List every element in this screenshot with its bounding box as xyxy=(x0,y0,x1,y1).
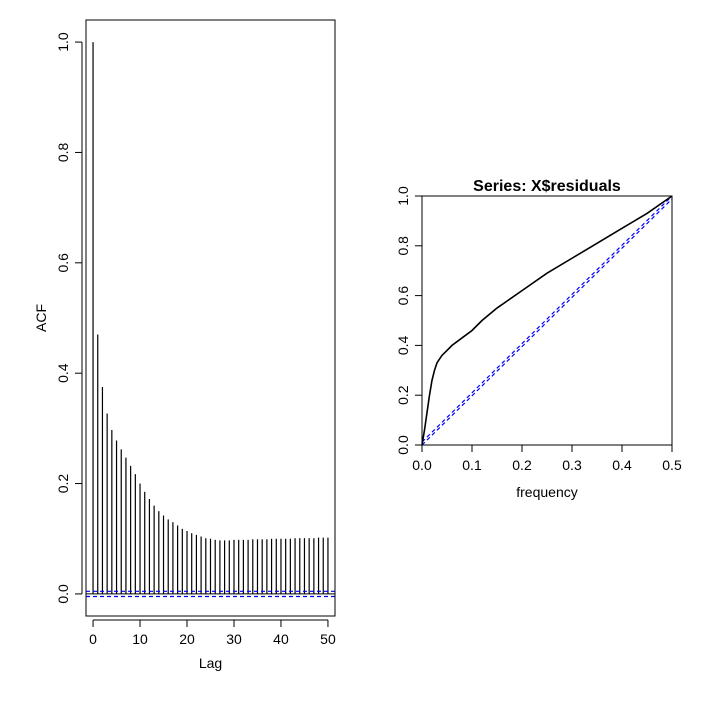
y-tick-label: 0.0 xyxy=(395,435,411,455)
x-axis: 0 10 20 30 40 50 xyxy=(89,619,336,647)
y-tick-label: 0.8 xyxy=(395,236,411,256)
x-tick-label: 30 xyxy=(226,631,242,647)
y-tick-label: 0.4 xyxy=(55,363,71,383)
x-tick-label: 20 xyxy=(179,631,195,647)
periodogram-curve xyxy=(421,195,673,446)
x-tick-label: 50 xyxy=(320,631,336,647)
y-tick-label: 0.8 xyxy=(55,143,71,163)
x-axis-label: Lag xyxy=(199,655,222,671)
x-tick-label: 0.4 xyxy=(612,457,632,473)
x-axis-label: frequency xyxy=(516,484,577,500)
y-tick-label: 0.4 xyxy=(395,335,411,355)
acf-spikes xyxy=(92,42,329,594)
x-tick-label: 0.0 xyxy=(412,457,432,473)
cumulative-periodogram-plot: 0.0 0.1 0.2 0.3 0.4 0.5 0.0 0.2 0.4 0.6 0.8 1.0 Se… xyxy=(395,178,682,500)
x-tick-label: 0.2 xyxy=(512,457,532,473)
reference-line-upper xyxy=(421,195,673,443)
y-tick-label: 0.6 xyxy=(395,286,411,306)
y-axis: 0.0 0.2 0.4 0.6 0.8 1.0 xyxy=(55,32,83,604)
chart-title: Series: X$residuals xyxy=(473,178,621,195)
x-tick-label: 10 xyxy=(132,631,148,647)
x-axis: 0.0 0.1 0.2 0.3 0.4 0.5 xyxy=(412,444,682,473)
x-tick-label: 40 xyxy=(273,631,289,647)
x-tick-label: 0 xyxy=(89,631,97,647)
y-axis: 0.0 0.2 0.4 0.6 0.8 1.0 xyxy=(395,186,423,455)
y-tick-label: 0.0 xyxy=(55,584,71,604)
y-axis-label: ACF xyxy=(33,304,49,332)
y-tick-label: 0.2 xyxy=(395,385,411,405)
plot-frame xyxy=(85,19,336,617)
x-tick-label: 0.1 xyxy=(462,457,482,473)
acf-plot: 0 10 20 30 40 50 0.0 0.2 0.4 0.6 0.8 1.0 Lag ACF xyxy=(33,19,336,671)
x-tick-label: 0.3 xyxy=(562,457,582,473)
y-tick-label: 0.6 xyxy=(55,253,71,273)
x-tick-label: 0.5 xyxy=(662,457,682,473)
reference-line-lower xyxy=(421,198,673,446)
y-tick-label: 0.2 xyxy=(55,474,71,494)
y-tick-label: 1.0 xyxy=(395,186,411,206)
y-tick-label: 1.0 xyxy=(55,32,71,52)
